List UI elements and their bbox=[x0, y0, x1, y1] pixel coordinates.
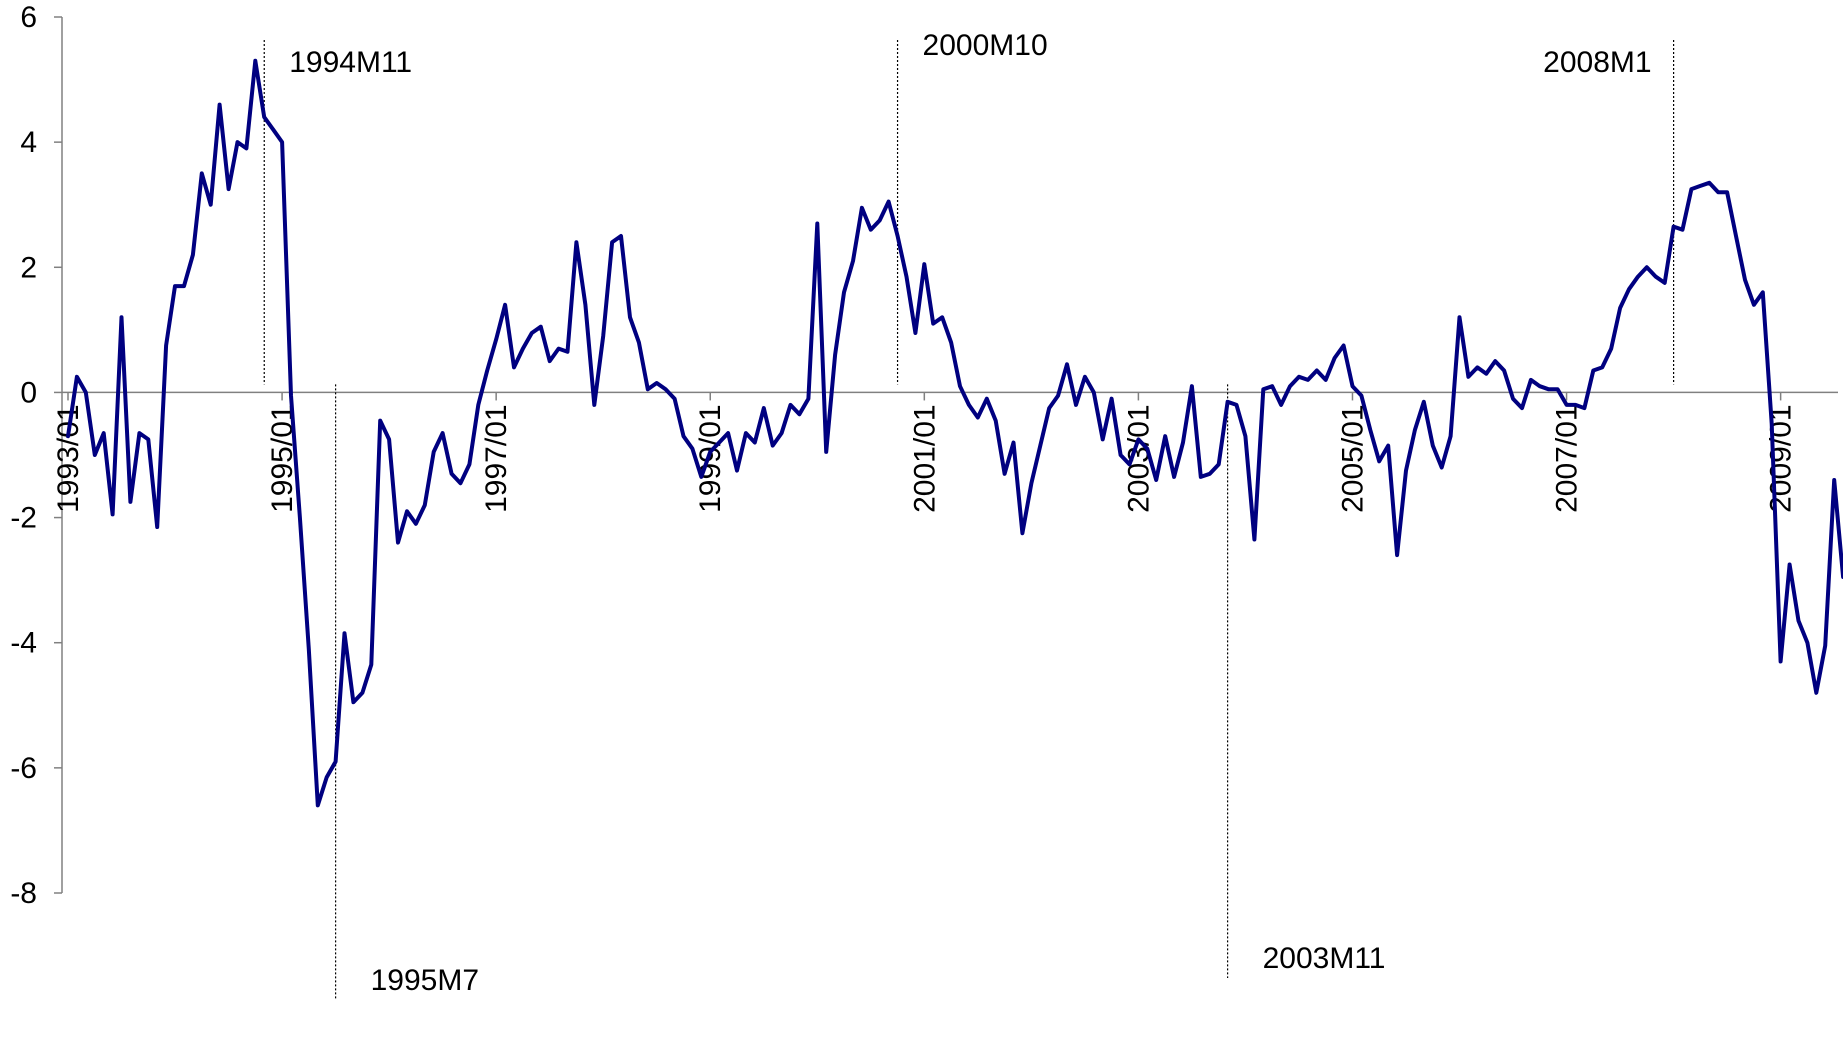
x-tick-label: 1997/01 bbox=[480, 404, 513, 512]
x-tick-label: 1999/01 bbox=[694, 404, 727, 512]
x-tick-label: 2005/01 bbox=[1336, 404, 1369, 512]
y-tick-label: 6 bbox=[20, 1, 37, 34]
axes bbox=[61, 17, 1838, 893]
y-tick-label: 2 bbox=[20, 251, 37, 284]
annotation-label: 2008M1 bbox=[1543, 46, 1651, 79]
series-group bbox=[66, 58, 1843, 808]
y-tick-label: -2 bbox=[10, 502, 37, 535]
x-tick-label: 2001/01 bbox=[908, 404, 941, 512]
x-tick-label: 2007/01 bbox=[1551, 404, 1584, 512]
y-tick-label: -8 bbox=[10, 877, 37, 910]
annotation-label: 2003M11 bbox=[1263, 942, 1386, 975]
x-axis-ticks: 1993/01 1995/01 1997/01 1999/01 2001/01 2003/… bbox=[52, 392, 1798, 513]
annotation-label: 2000M10 bbox=[923, 29, 1048, 62]
y-axis-ticks: 6 4 2 0 -2 -4 -6 -8 bbox=[10, 1, 62, 910]
y-tick-label: 4 bbox=[20, 126, 37, 159]
series-line bbox=[66, 58, 1843, 808]
y-tick-label: -6 bbox=[10, 752, 37, 785]
annotation-label: 1994M11 bbox=[289, 46, 412, 79]
y-tick-label: 0 bbox=[20, 376, 37, 409]
y-tick-label: -4 bbox=[10, 627, 37, 660]
annotation-label: 1995M7 bbox=[371, 964, 479, 997]
annotations: 1994M11 1995M7 2000M10 2003M11 2008M1 bbox=[263, 29, 1675, 1000]
